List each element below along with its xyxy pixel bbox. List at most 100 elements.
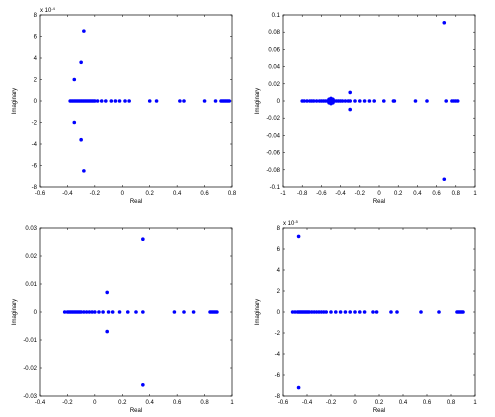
point — [215, 310, 219, 314]
y-axis-label: Imaginary — [12, 88, 18, 114]
point — [371, 310, 375, 314]
point — [392, 99, 397, 103]
y-tick-label: -0.02 — [266, 116, 280, 122]
y-tick-label: 8 — [34, 13, 38, 19]
point — [442, 177, 447, 182]
y-tick-label: -4 — [275, 352, 281, 358]
point — [191, 310, 196, 314]
point — [461, 310, 465, 314]
point — [141, 310, 145, 314]
y-tick-label: 0.06 — [268, 47, 280, 53]
point — [227, 99, 232, 103]
point — [84, 310, 89, 314]
y-tick-label: 0.1 — [272, 13, 281, 19]
y-tick-label: -6 — [275, 373, 281, 379]
x-tick-label: 0.6 — [200, 191, 209, 197]
y-tick-label: 4 — [277, 268, 281, 274]
y-tick-label: 8 — [277, 226, 281, 232]
y-tick-label: -8 — [275, 394, 281, 400]
point — [395, 310, 399, 314]
point — [338, 310, 343, 314]
point — [147, 99, 152, 103]
y-tick-label: 0.02 — [25, 254, 37, 260]
x-tick-label: 0.8 — [228, 191, 237, 197]
point — [72, 120, 77, 125]
x-tick-label: 0.4 — [173, 191, 182, 197]
point — [311, 99, 316, 103]
point — [62, 310, 67, 314]
y-axis-label: Imaginary — [12, 299, 18, 325]
point — [437, 310, 441, 314]
point — [296, 385, 301, 390]
point — [331, 100, 335, 105]
y-tick-label: 0 — [34, 99, 38, 105]
y-tick-label: 2 — [277, 289, 281, 295]
point — [358, 310, 362, 314]
point — [213, 99, 218, 103]
point — [105, 329, 109, 334]
point — [82, 29, 86, 33]
point — [348, 90, 353, 95]
point — [444, 99, 449, 103]
point — [314, 99, 319, 103]
x-axis-label: Real — [130, 408, 142, 414]
multiplier-base: x 10 — [283, 221, 295, 227]
point — [182, 99, 186, 103]
point — [324, 310, 329, 314]
point — [79, 60, 83, 65]
y-tick-label: -0.08 — [266, 168, 280, 174]
x-tick-label: 0.6 — [173, 400, 182, 406]
point — [90, 310, 94, 314]
multiplier-base: x 10 — [40, 8, 52, 14]
y-tick-label: 2 — [34, 78, 38, 84]
point — [358, 99, 362, 103]
point — [348, 310, 353, 314]
point — [331, 97, 335, 102]
point — [367, 99, 372, 103]
x-axis-label: Real — [130, 199, 142, 205]
x-tick-label: -0.4 — [62, 191, 73, 197]
y-tick-label: -0.04 — [266, 133, 280, 139]
y-axis-label: Imaginary — [255, 88, 261, 114]
subplot: -1 -0.8 -0.6 -0.4 -0.2 0 0.2 0.4 0.6 0.8 1 -0.1 -0.0… — [255, 13, 477, 205]
point — [72, 77, 77, 82]
point — [202, 99, 207, 103]
y-tick-label: 0.02 — [268, 82, 280, 88]
x-tick-label: 0.6 — [432, 191, 441, 197]
point — [99, 99, 104, 103]
point — [348, 107, 353, 112]
point — [123, 99, 127, 103]
x-tick-label: -0.8 — [297, 191, 308, 197]
point — [343, 99, 348, 103]
subplot: -0.4 -0.2 0 0.2 0.4 0.6 0.8 1 -0.03 -0.02 -0.01 0 0.… — [12, 226, 234, 414]
x-tick-label: 0.4 — [146, 400, 155, 406]
point — [109, 99, 114, 103]
x-tick-label: 0.8 — [452, 191, 461, 197]
point — [389, 310, 393, 314]
point — [334, 310, 338, 314]
point — [127, 99, 131, 103]
x-tick-label: 0.8 — [447, 400, 456, 406]
y-tick-label: 6 — [277, 247, 281, 253]
point — [353, 310, 357, 314]
point — [425, 99, 429, 103]
x-tick-label: -0.2 — [326, 400, 337, 406]
subplot: -0.6 -0.4 -0.2 0 0.2 0.4 0.6 0.8 1 -8 -6 -4 -2 0 2 4 6 8 R… — [255, 219, 477, 414]
point — [172, 310, 177, 314]
point — [87, 310, 92, 314]
x-tick-label: 0.4 — [399, 400, 408, 406]
y-tick-label: -0.01 — [23, 338, 37, 344]
point — [105, 290, 109, 295]
point — [374, 310, 379, 314]
point — [104, 99, 108, 103]
point — [340, 99, 345, 103]
x-tick-label: 1 — [230, 400, 234, 406]
y-tick-label: 0 — [277, 99, 281, 105]
y-tick-label: -8 — [32, 185, 38, 191]
point — [95, 99, 100, 103]
point — [117, 99, 122, 103]
point — [97, 310, 101, 314]
x-tick-label: 1 — [473, 191, 477, 197]
point — [110, 310, 115, 314]
